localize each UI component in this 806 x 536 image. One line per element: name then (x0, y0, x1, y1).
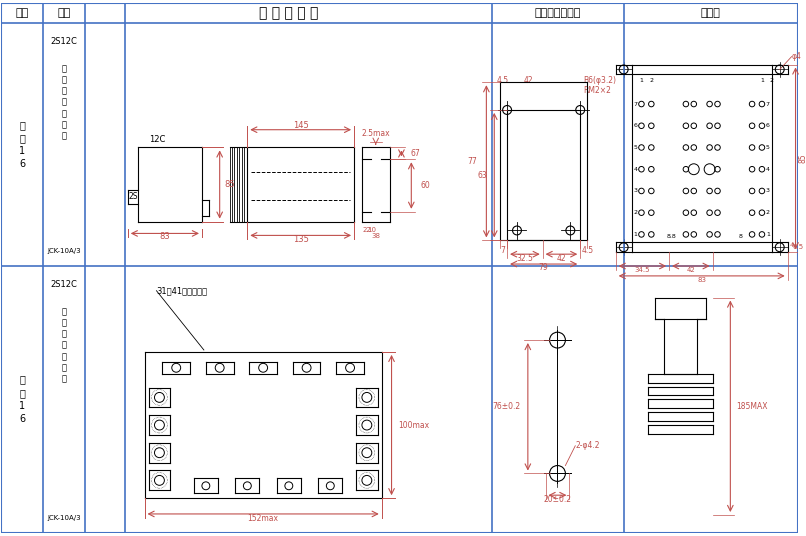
Text: 2S12C: 2S12C (51, 280, 77, 289)
Text: 135: 135 (293, 235, 309, 244)
Text: 185MAX: 185MAX (737, 402, 768, 411)
Text: 2.5max: 2.5max (361, 129, 390, 138)
Text: JCK-10A/3: JCK-10A/3 (48, 515, 81, 521)
Text: 附
图
1
6: 附 图 1 6 (19, 120, 25, 169)
Text: 60: 60 (420, 181, 430, 190)
Text: 42: 42 (524, 76, 534, 85)
Text: 2-φ4.2: 2-φ4.2 (575, 441, 600, 450)
Text: 20±0.2: 20±0.2 (543, 495, 571, 504)
Text: B6(φ3.2): B6(φ3.2) (584, 76, 616, 85)
Text: 3: 3 (766, 189, 770, 193)
Text: 附
图
1
6: 附 图 1 6 (19, 375, 25, 424)
Text: 端子图: 端子图 (700, 8, 721, 18)
Text: 3: 3 (634, 189, 638, 193)
Text: 1: 1 (634, 232, 638, 237)
Text: 38: 38 (372, 234, 380, 240)
Text: 4: 4 (790, 243, 794, 248)
Text: 83: 83 (160, 232, 170, 241)
Text: 4.5: 4.5 (582, 245, 594, 255)
Text: 1: 1 (766, 232, 770, 237)
Text: 85: 85 (224, 180, 235, 189)
Text: 6: 6 (634, 123, 638, 128)
Text: 85: 85 (799, 153, 806, 163)
Text: 152max: 152max (247, 515, 279, 523)
Text: 100max: 100max (397, 421, 429, 429)
Text: φ4: φ4 (791, 52, 801, 61)
Text: 2S: 2S (128, 192, 138, 202)
Text: 4: 4 (634, 167, 638, 172)
Text: 6.5: 6.5 (792, 244, 804, 250)
Text: 图号: 图号 (15, 8, 29, 18)
Text: 76±0.2: 76±0.2 (492, 403, 520, 411)
Text: 外 形 尺 寸 图: 外 形 尺 寸 图 (260, 6, 318, 20)
Text: 结构: 结构 (57, 8, 71, 18)
Text: 2: 2 (650, 78, 654, 83)
Text: 7: 7 (634, 101, 638, 107)
Text: 42: 42 (557, 254, 567, 263)
Text: 2: 2 (766, 210, 770, 215)
Text: 4.5: 4.5 (497, 76, 509, 85)
Text: 12C: 12C (149, 135, 166, 144)
Text: 63: 63 (477, 170, 488, 180)
Text: 7: 7 (766, 101, 770, 107)
Text: 凸
出
式
板
后
接
线: 凸 出 式 板 后 接 线 (61, 64, 67, 140)
Text: 7: 7 (501, 245, 505, 255)
Text: 5: 5 (634, 145, 638, 150)
Text: 145: 145 (293, 121, 309, 130)
Text: 2: 2 (634, 210, 638, 215)
Text: RM2×2: RM2×2 (584, 86, 611, 95)
Text: 1: 1 (760, 78, 764, 83)
Text: 1: 1 (639, 78, 643, 83)
Text: 8: 8 (738, 234, 742, 240)
Text: 83: 83 (697, 277, 706, 283)
Text: 8.8: 8.8 (667, 234, 677, 240)
Text: 31、41为电流端子: 31、41为电流端子 (156, 286, 208, 295)
Text: 79: 79 (538, 264, 549, 272)
Text: 2: 2 (770, 78, 774, 83)
Text: 42: 42 (687, 267, 696, 273)
Text: 安装开孔尺寸图: 安装开孔尺寸图 (535, 8, 581, 18)
Text: JCK-10A/3: JCK-10A/3 (48, 248, 81, 254)
Text: 77: 77 (467, 157, 477, 166)
Text: 5: 5 (766, 145, 770, 150)
Text: 22: 22 (363, 227, 372, 233)
Text: 67: 67 (410, 149, 420, 158)
Text: 4: 4 (766, 167, 770, 172)
Text: 6: 6 (766, 123, 770, 128)
Text: 2S12C: 2S12C (51, 37, 77, 46)
Text: 32.5: 32.5 (517, 254, 534, 263)
Text: 凸
出
式
板
前
接
线: 凸 出 式 板 前 接 线 (61, 308, 67, 383)
Text: 34.5: 34.5 (634, 267, 650, 273)
Text: 10: 10 (368, 227, 376, 233)
